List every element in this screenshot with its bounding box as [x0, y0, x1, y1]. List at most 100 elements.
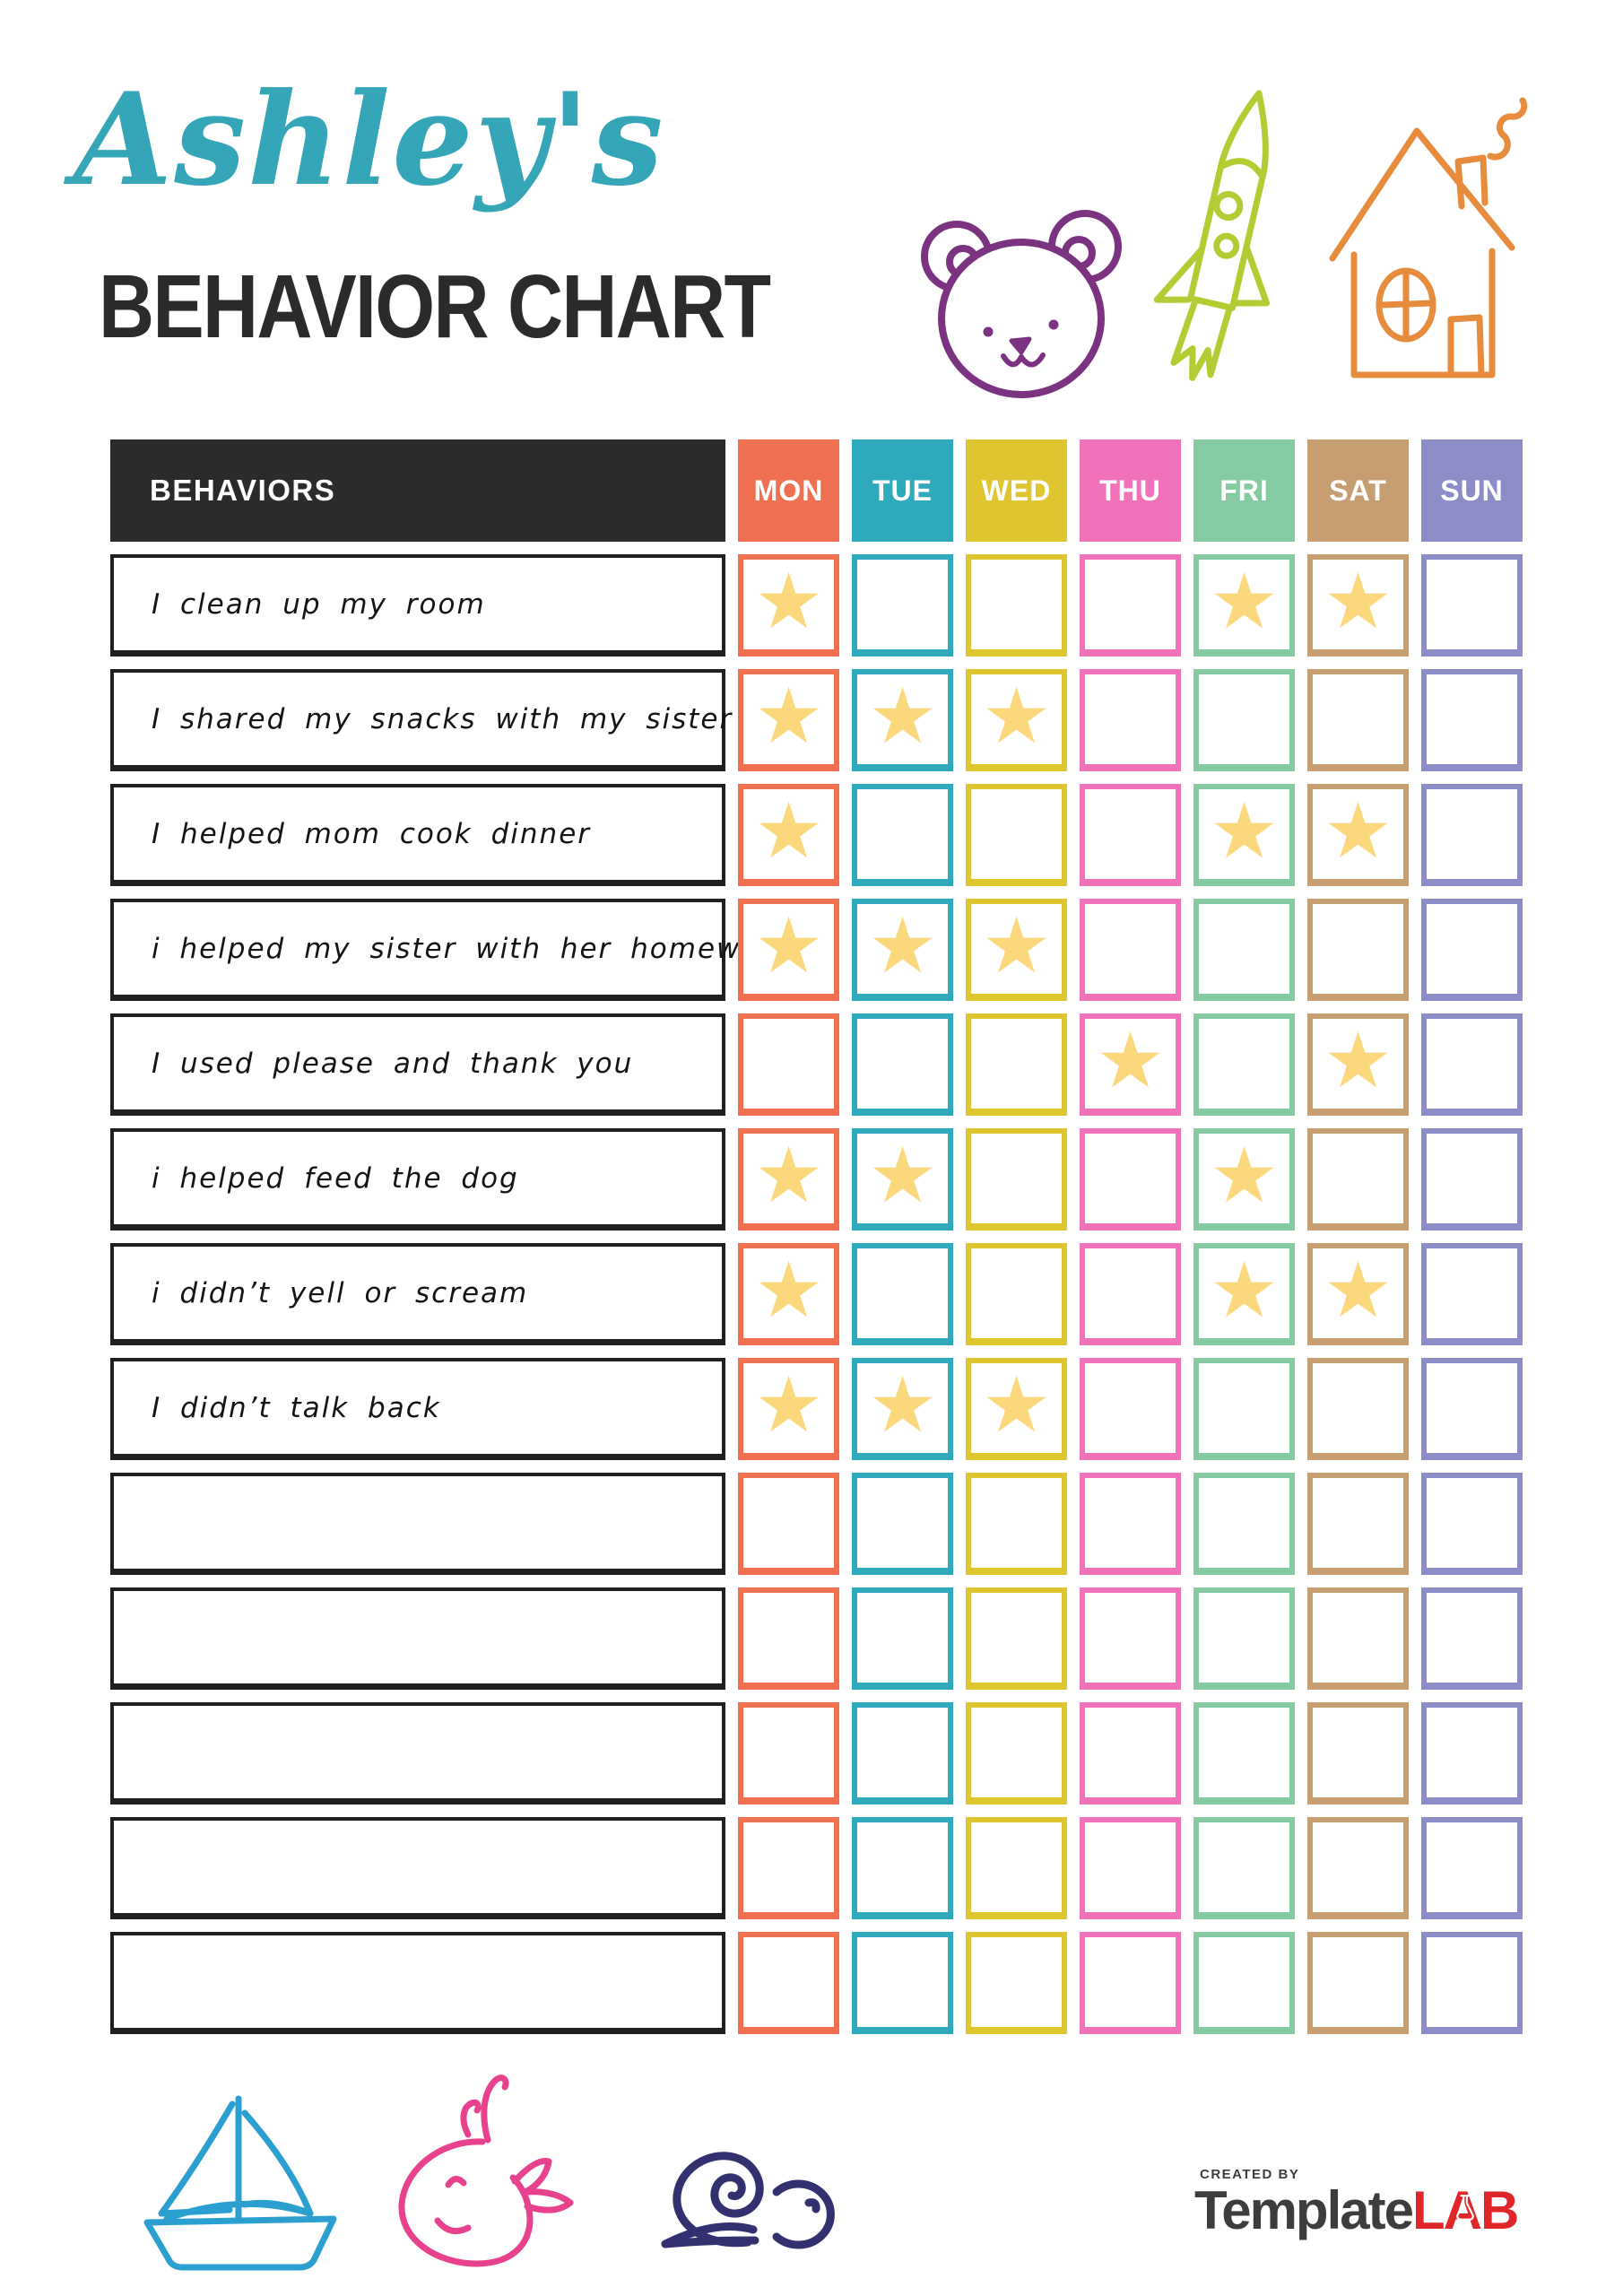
day-cell-sat[interactable]: [1307, 1473, 1409, 1575]
day-cell-thu[interactable]: [1080, 1932, 1181, 2034]
day-cell-wed[interactable]: ★: [966, 1358, 1067, 1460]
day-cell-thu[interactable]: [1080, 784, 1181, 886]
day-cell-wed[interactable]: [966, 1243, 1067, 1345]
day-cell-tue[interactable]: [852, 1013, 953, 1116]
day-cell-fri[interactable]: ★: [1193, 1128, 1295, 1231]
day-cell-sat[interactable]: [1307, 669, 1409, 771]
day-cell-thu[interactable]: [1080, 1817, 1181, 1919]
day-cell-mon[interactable]: ★: [738, 1358, 839, 1460]
behavior-label-cell[interactable]: [110, 1817, 725, 1919]
day-cell-thu[interactable]: [1080, 1358, 1181, 1460]
behavior-label-cell[interactable]: [110, 1932, 725, 2034]
behavior-label-cell[interactable]: I clean up my room: [110, 554, 725, 657]
day-cell-sun[interactable]: [1421, 1932, 1523, 2034]
behavior-label-cell[interactable]: [110, 1473, 725, 1575]
day-cell-mon[interactable]: [738, 1702, 839, 1805]
day-cell-wed[interactable]: [966, 1817, 1067, 1919]
behavior-label-cell[interactable]: i didn’t yell or scream: [110, 1243, 725, 1345]
day-cell-tue[interactable]: [852, 1702, 953, 1805]
day-cell-thu[interactable]: [1080, 1243, 1181, 1345]
day-cell-mon[interactable]: ★: [738, 1128, 839, 1231]
day-cell-thu[interactable]: [1080, 899, 1181, 1001]
day-cell-sat[interactable]: [1307, 1358, 1409, 1460]
day-cell-wed[interactable]: [966, 1932, 1067, 2034]
day-cell-mon[interactable]: ★: [738, 899, 839, 1001]
day-cell-tue[interactable]: [852, 1243, 953, 1345]
day-cell-mon[interactable]: [738, 1817, 839, 1919]
day-cell-fri[interactable]: [1193, 1013, 1295, 1116]
day-cell-mon[interactable]: ★: [738, 784, 839, 886]
day-cell-fri[interactable]: ★: [1193, 784, 1295, 886]
behavior-label-cell[interactable]: I used please and thank you: [110, 1013, 725, 1116]
day-cell-thu[interactable]: [1080, 1473, 1181, 1575]
day-cell-fri[interactable]: [1193, 1473, 1295, 1575]
day-cell-wed[interactable]: [966, 784, 1067, 886]
day-cell-wed[interactable]: [966, 1473, 1067, 1575]
day-cell-fri[interactable]: [1193, 1358, 1295, 1460]
day-cell-sun[interactable]: [1421, 1358, 1523, 1460]
day-cell-wed[interactable]: ★: [966, 899, 1067, 1001]
day-cell-mon[interactable]: [738, 1587, 839, 1690]
day-cell-sun[interactable]: [1421, 1473, 1523, 1575]
day-cell-sun[interactable]: [1421, 1128, 1523, 1231]
day-cell-sat[interactable]: ★: [1307, 784, 1409, 886]
day-cell-sat[interactable]: [1307, 1932, 1409, 2034]
day-cell-thu[interactable]: [1080, 669, 1181, 771]
day-cell-fri[interactable]: ★: [1193, 1243, 1295, 1345]
day-cell-sun[interactable]: [1421, 1243, 1523, 1345]
behavior-label-cell[interactable]: i helped feed the dog: [110, 1128, 725, 1231]
day-cell-sun[interactable]: [1421, 1587, 1523, 1690]
day-cell-thu[interactable]: [1080, 1587, 1181, 1690]
day-cell-sat[interactable]: [1307, 1702, 1409, 1805]
day-cell-wed[interactable]: [966, 554, 1067, 657]
day-cell-mon[interactable]: ★: [738, 1243, 839, 1345]
day-cell-tue[interactable]: [852, 1817, 953, 1919]
day-cell-sun[interactable]: [1421, 899, 1523, 1001]
day-cell-thu[interactable]: ★: [1080, 1013, 1181, 1116]
day-cell-mon[interactable]: [738, 1473, 839, 1575]
day-cell-sat[interactable]: [1307, 1128, 1409, 1231]
day-cell-thu[interactable]: [1080, 1128, 1181, 1231]
day-cell-thu[interactable]: [1080, 554, 1181, 657]
day-cell-sat[interactable]: [1307, 1587, 1409, 1690]
day-cell-fri[interactable]: [1193, 1702, 1295, 1805]
day-cell-sat[interactable]: ★: [1307, 1013, 1409, 1116]
day-cell-wed[interactable]: [966, 1128, 1067, 1231]
day-cell-sun[interactable]: [1421, 784, 1523, 886]
day-cell-tue[interactable]: [852, 554, 953, 657]
day-cell-thu[interactable]: [1080, 1702, 1181, 1805]
behavior-label-cell[interactable]: I helped mom cook dinner: [110, 784, 725, 886]
day-cell-tue[interactable]: ★: [852, 899, 953, 1001]
day-cell-fri[interactable]: [1193, 1587, 1295, 1690]
day-cell-tue[interactable]: ★: [852, 669, 953, 771]
day-cell-sun[interactable]: [1421, 669, 1523, 771]
day-cell-fri[interactable]: [1193, 1932, 1295, 2034]
day-cell-sat[interactable]: ★: [1307, 1243, 1409, 1345]
day-cell-wed[interactable]: [966, 1013, 1067, 1116]
day-cell-sun[interactable]: [1421, 1702, 1523, 1805]
behavior-label-cell[interactable]: I shared my snacks with my sister: [110, 669, 731, 771]
behavior-label-cell[interactable]: [110, 1702, 725, 1805]
day-cell-fri[interactable]: [1193, 669, 1295, 771]
day-cell-wed[interactable]: [966, 1587, 1067, 1690]
day-cell-mon[interactable]: [738, 1013, 839, 1116]
day-cell-sat[interactable]: [1307, 899, 1409, 1001]
day-cell-fri[interactable]: ★: [1193, 554, 1295, 657]
day-cell-fri[interactable]: [1193, 899, 1295, 1001]
day-cell-fri[interactable]: [1193, 1817, 1295, 1919]
day-cell-tue[interactable]: ★: [852, 1358, 953, 1460]
behavior-label-cell[interactable]: [110, 1587, 725, 1690]
day-cell-sun[interactable]: [1421, 1013, 1523, 1116]
day-cell-tue[interactable]: ★: [852, 1128, 953, 1231]
day-cell-tue[interactable]: [852, 784, 953, 886]
behavior-label-cell[interactable]: i helped my sister with her homework: [110, 899, 789, 1001]
day-cell-sun[interactable]: [1421, 554, 1523, 657]
day-cell-mon[interactable]: ★: [738, 554, 839, 657]
day-cell-sun[interactable]: [1421, 1817, 1523, 1919]
day-cell-wed[interactable]: [966, 1702, 1067, 1805]
day-cell-tue[interactable]: [852, 1587, 953, 1690]
day-cell-sat[interactable]: [1307, 1817, 1409, 1919]
day-cell-tue[interactable]: [852, 1473, 953, 1575]
day-cell-mon[interactable]: [738, 1932, 839, 2034]
day-cell-mon[interactable]: ★: [738, 669, 839, 771]
